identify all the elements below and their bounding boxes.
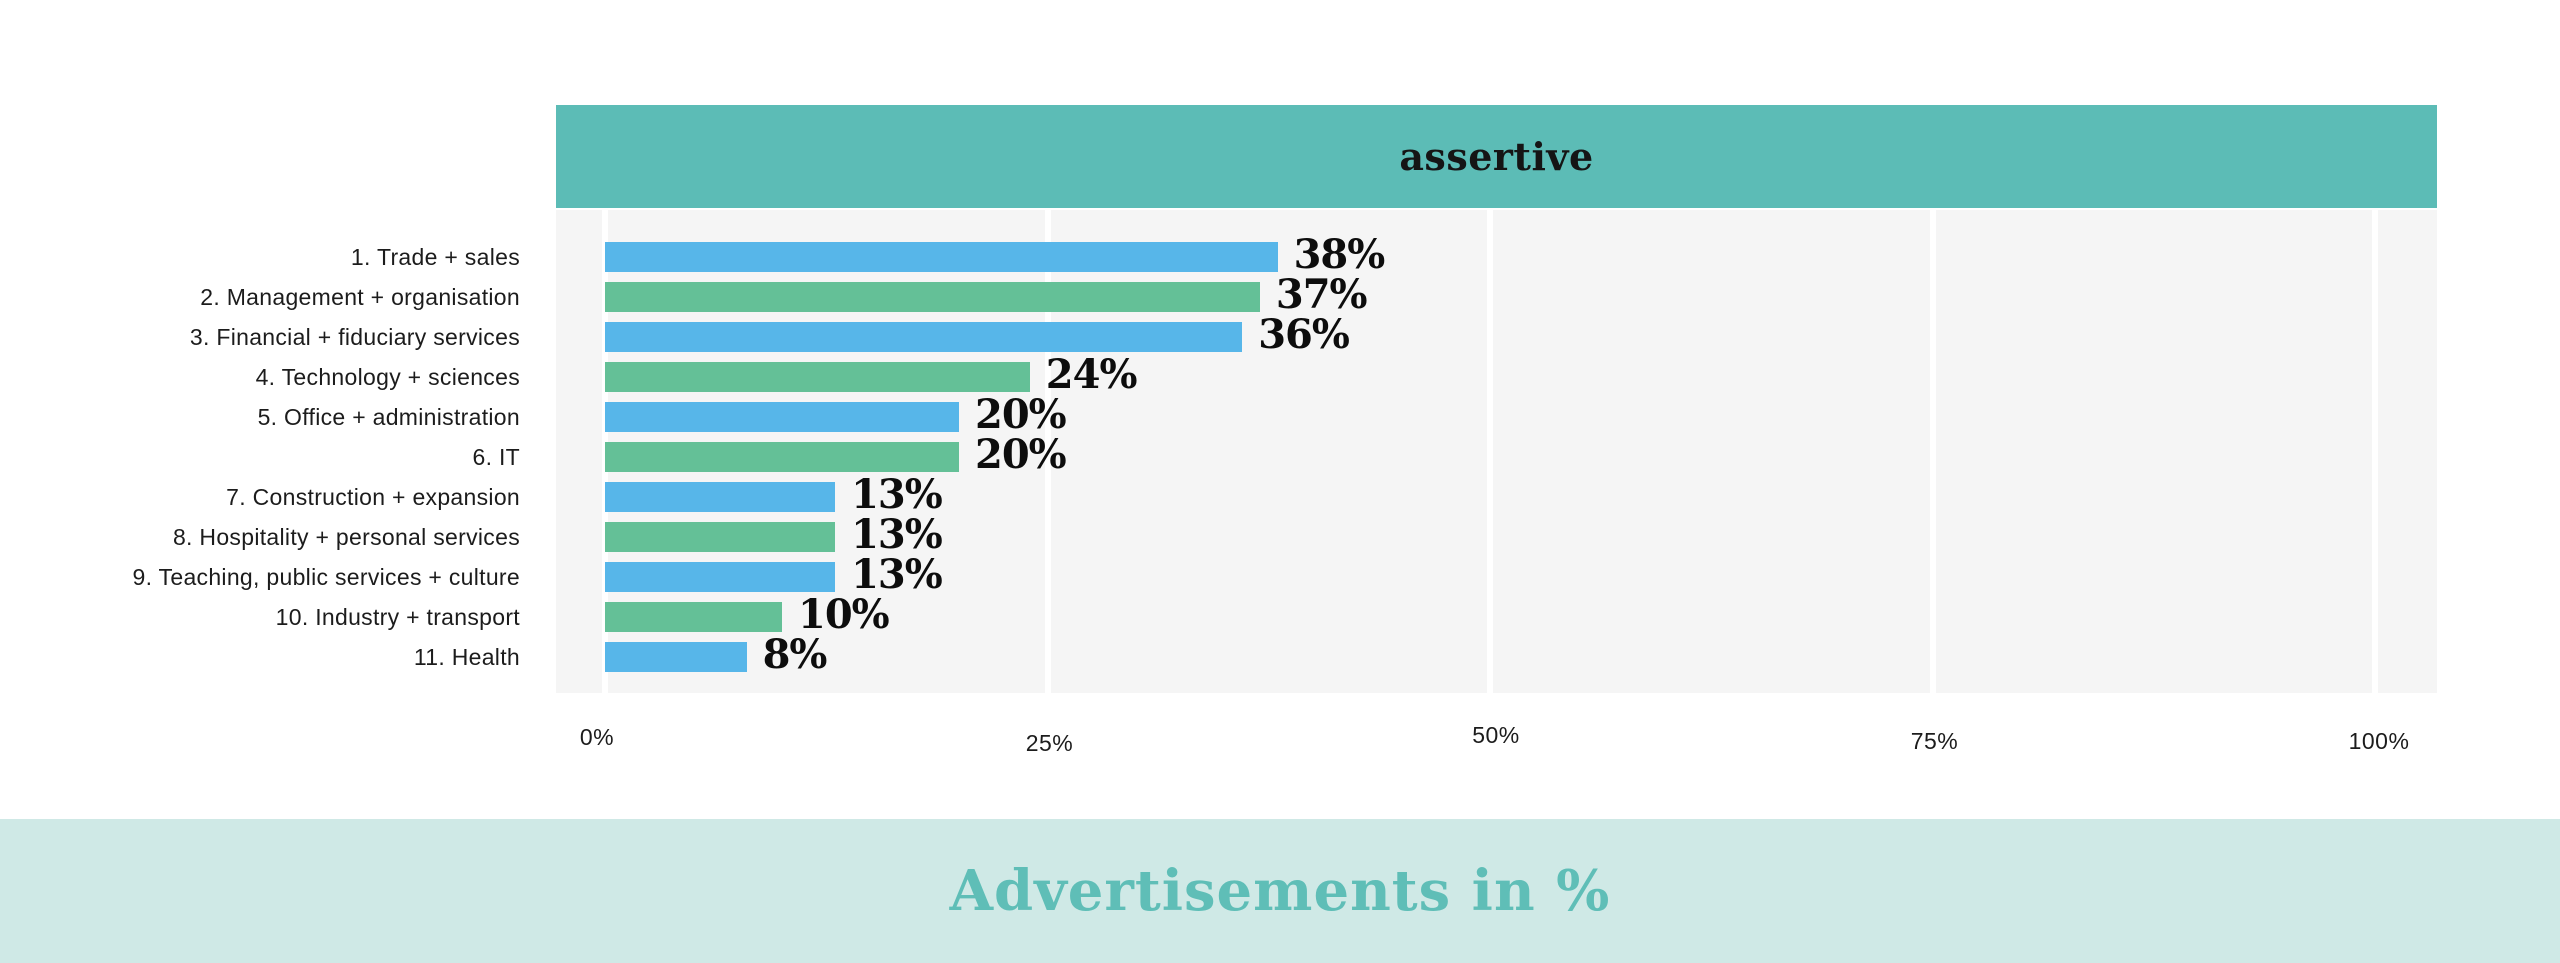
value-label: 10% (798, 591, 890, 638)
value-label: 37% (1275, 271, 1368, 318)
category-label: 10. Industry + transport (275, 604, 520, 630)
bar (605, 442, 959, 472)
value-label: 8% (762, 631, 828, 678)
bar (605, 522, 836, 552)
gridline (1487, 210, 1493, 693)
x-tick-label: 25% (1025, 730, 1074, 756)
bar (605, 242, 1278, 272)
footer-caption: Advertisements in % (949, 858, 1611, 924)
category-label: 9. Teaching, public services + culture (132, 564, 520, 590)
bar (605, 322, 1243, 352)
bar (605, 602, 782, 632)
value-label: 36% (1258, 311, 1350, 358)
x-tick-label: 75% (1910, 728, 1959, 754)
value-label: 13% (851, 511, 943, 558)
category-label: 6. IT (472, 444, 520, 470)
category-label: 2. Management + organisation (200, 284, 520, 310)
x-tick-label: 0% (579, 724, 615, 750)
category-label: 5. Office + administration (257, 404, 520, 430)
value-label: 24% (1045, 351, 1138, 398)
category-label: 4. Technology + sciences (255, 364, 520, 390)
chart-header-band: assertive (556, 105, 2437, 208)
x-tick-label: 50% (1472, 722, 1520, 748)
bar (605, 362, 1030, 392)
value-label: 13% (851, 471, 943, 518)
category-label: 7. Construction + expansion (226, 484, 520, 510)
value-label: 20% (975, 431, 1067, 478)
x-tick-label: 100% (2348, 728, 2410, 754)
category-label: 1. Trade + sales (350, 244, 520, 270)
gridline (1044, 210, 1051, 693)
footer-band: Advertisements in % (0, 819, 2560, 963)
chart-title: assertive (1399, 134, 1594, 179)
gridline (1929, 210, 1936, 693)
category-label: 11. Health (413, 644, 520, 670)
bar (605, 482, 836, 512)
bar (605, 402, 959, 432)
value-label: 13% (851, 551, 943, 598)
bar (605, 562, 836, 592)
category-label: 8. Hospitality + personal services (172, 524, 520, 550)
gridline (2372, 210, 2378, 693)
bar (605, 282, 1260, 312)
value-label: 20% (975, 391, 1067, 438)
bar (605, 642, 747, 672)
category-label: 3. Financial + fiduciary services (189, 324, 520, 350)
value-label: 38% (1293, 231, 1386, 278)
plot-area: 38% 37% 36% 24% 20% 20% 13% 13% 13% 10% 8% (556, 210, 2437, 693)
